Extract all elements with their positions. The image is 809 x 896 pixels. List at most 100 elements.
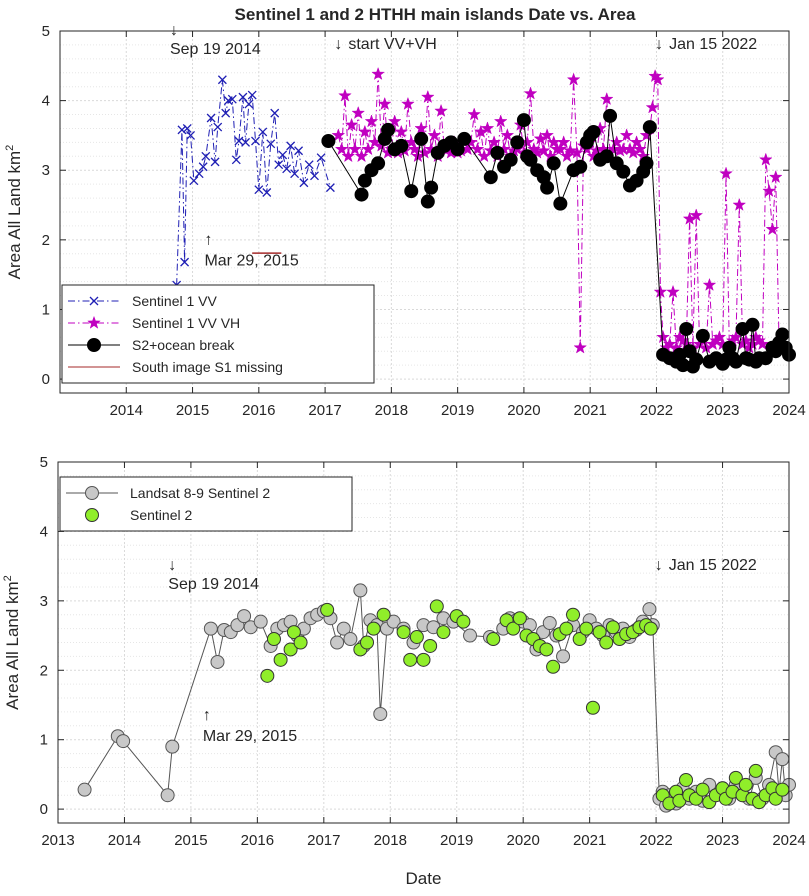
x-tick-label: 2024 [772,402,805,419]
data-point [386,614,401,629]
data-point [366,621,381,636]
data-point [334,142,349,156]
series-sentinel-2 [260,599,790,811]
data-point [416,652,431,667]
legend-marker [89,296,99,306]
data-point [579,621,594,636]
data-point [353,583,368,598]
y-tick-label: 2 [42,232,50,249]
data-point [739,333,753,347]
data-point [294,146,304,156]
top-axes: 2014 2015 2016 2017 2018 2019 2020 2021 2022 2023… [4,22,806,419]
data-point [373,707,388,722]
bottom-axes: 2013 2014 2015 2016 2017 2018 2019 2020 2021 2022… [2,454,806,888]
data-point [357,124,372,138]
axes-frame [57,461,790,824]
x-tick-label: 2024 [772,832,805,849]
x-tick-label: 2021 [573,402,606,419]
data-point [357,173,372,188]
data-point [642,602,657,617]
x-tick-label: 2020 [506,832,539,849]
data-point [553,196,568,211]
data-point [493,114,508,128]
data-point [573,340,588,354]
data-point [420,89,435,104]
data-point [414,121,429,135]
data-point [775,752,790,767]
data-point [450,142,465,157]
y-axis-label-text: Area All Land km [5,151,24,280]
data-point [341,149,356,163]
y-tick-label: 3 [40,593,48,610]
data-point [424,180,439,195]
data-point [689,352,704,367]
data-point [556,649,571,664]
data-point [247,90,257,100]
data-point [331,128,346,142]
y-tick-label: 5 [40,454,48,471]
data-point [278,150,288,160]
data-point [238,92,248,102]
data-point [325,183,335,193]
x-tick-label: 2018 [375,402,408,419]
data-point [487,135,501,149]
x-tick-label: 2023 [706,402,739,419]
data-point [201,151,211,161]
data-point [536,143,551,157]
data-point [436,625,451,640]
data-point [394,124,409,138]
data-point [470,142,485,156]
x-tick-label: 2015 [174,832,207,849]
data-point [755,337,770,351]
data-point [198,162,208,172]
data-point [409,629,424,644]
data-point [758,152,773,166]
data-point [221,108,231,118]
x-tick-label: 2017 [307,832,340,849]
x-tick-label: 2021 [573,832,606,849]
data-point [310,171,319,181]
data-point [427,128,442,142]
annotation-arrow: ↑ [204,231,212,248]
axes-frame [59,30,790,394]
series-s2-ocean-break [321,108,796,374]
annotation-label: start VV+VH [348,36,436,53]
data-point [210,157,220,167]
annotation-arrow: ↓ [334,36,342,53]
data-point [765,222,780,236]
data-point [165,739,180,754]
data-point [566,72,581,86]
annotation-arrow: ↓ [655,557,663,574]
data-point [381,122,396,137]
data-point [523,152,538,167]
legend-marker [85,508,99,522]
data-point [500,128,515,142]
data-point [429,599,444,614]
data-point [719,166,733,180]
data-point [738,777,753,792]
x-tick-label: 2022 [640,402,673,419]
data-point [639,156,654,171]
data-point [354,187,369,202]
data-point [559,621,574,636]
legend-marker [87,338,101,352]
data-point [566,607,581,622]
data-point [316,153,326,163]
data-point [643,621,658,636]
data-point [241,137,251,147]
x-tick-label: 2018 [374,832,407,849]
data-point [354,149,369,163]
data-point [274,160,284,170]
data-point [403,652,418,667]
y-axis-label-superscript: 2 [2,575,14,581]
data-point [599,91,614,106]
data-point [361,142,376,156]
data-point [336,621,351,636]
data-point [177,125,187,135]
data-point [516,113,531,128]
x-tick-label: 2015 [176,402,209,419]
x-tick-label: 2019 [440,832,473,849]
data-point [206,113,216,123]
data-point [321,133,336,148]
data-point [490,145,505,160]
